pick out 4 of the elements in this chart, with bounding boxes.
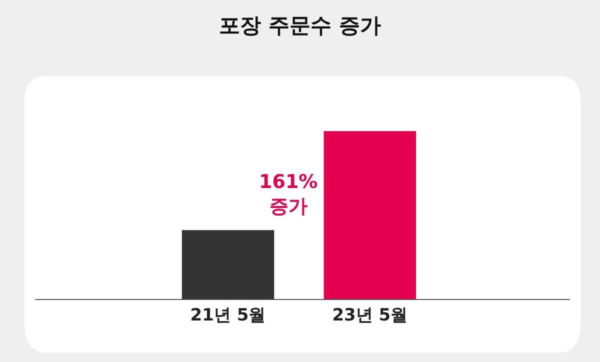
chart-title: 포장 주문수 증가 [219, 14, 381, 38]
x-tick-label: 23년 5월 [332, 305, 408, 326]
x-tick-label: 21년 5월 [190, 305, 266, 326]
annotation: 161% 증가 [259, 171, 318, 218]
